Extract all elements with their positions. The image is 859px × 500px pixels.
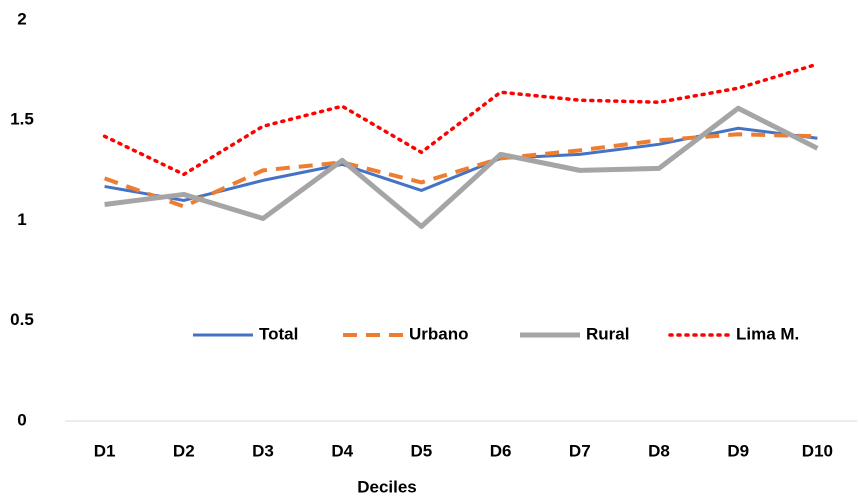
y-tick-label: 1.5 (10, 110, 34, 129)
x-tick-label: D6 (490, 441, 512, 460)
x-tick-label: D2 (173, 441, 195, 460)
y-tick-label: 0 (17, 410, 26, 429)
x-tick-label: D7 (569, 441, 591, 460)
x-tick-label: D1 (94, 441, 116, 460)
x-tick-label: D8 (648, 441, 670, 460)
x-axis-label: Deciles (357, 477, 417, 496)
series-line (102, 62, 820, 177)
legend-label: Urbano (409, 324, 469, 343)
x-tick-label: D5 (411, 441, 433, 460)
x-tick-label: D9 (727, 441, 749, 460)
y-tick-label: 0.5 (10, 310, 34, 329)
legend-label: Lima M. (736, 324, 799, 343)
series-line (103, 132, 818, 209)
y-tick-label: 2 (17, 9, 26, 28)
series-line (104, 105, 819, 230)
x-tick-label: D4 (331, 441, 353, 460)
y-tick-label: 1 (17, 210, 26, 229)
x-tick-label: D3 (252, 441, 274, 460)
x-tick-label: D10 (802, 441, 833, 460)
legend-label: Rural (586, 324, 629, 343)
legend-label: Total (259, 324, 298, 343)
